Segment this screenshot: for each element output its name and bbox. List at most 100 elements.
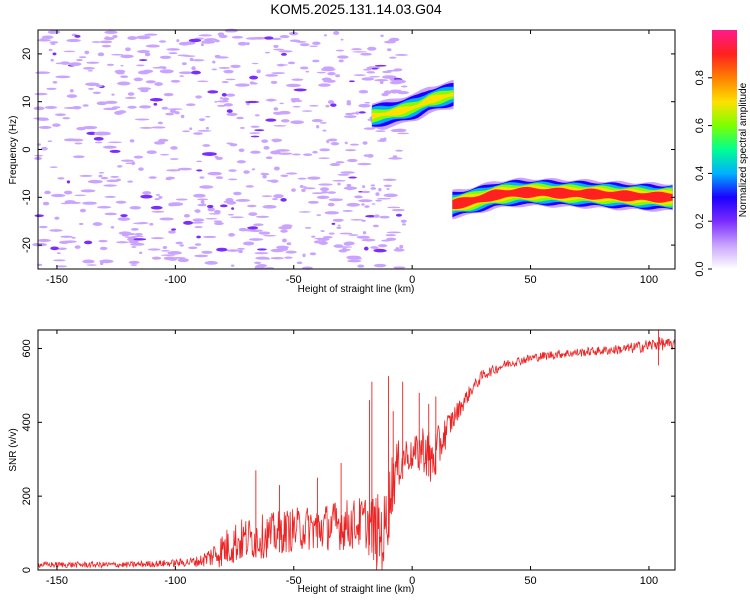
noise-blob (181, 62, 187, 66)
noise-blob (252, 36, 267, 40)
noise-blob (194, 254, 209, 258)
noise-blob (264, 36, 274, 40)
noise-blob (290, 120, 304, 125)
noise-blob (130, 242, 145, 246)
noise-blob (295, 41, 307, 43)
noise-blob (255, 215, 270, 218)
noise-blob (245, 185, 254, 188)
noise-blob (320, 230, 325, 232)
noise-blob (379, 215, 390, 219)
noise-blob (129, 139, 135, 143)
noise-blob (99, 246, 108, 251)
noise-blob (127, 180, 133, 183)
noise-blob (201, 250, 213, 254)
noise-blob (175, 198, 188, 201)
noise-blob (330, 103, 337, 107)
noise-blob (79, 222, 84, 226)
noise-blob (303, 153, 313, 156)
noise-blob (225, 197, 234, 202)
noise-blob (276, 245, 289, 250)
noise-blob (247, 226, 259, 230)
noise-blob (358, 103, 371, 108)
snr-frame (37, 329, 676, 571)
noise-blob (183, 220, 193, 225)
spectrogram-y-tick-label: -10 (21, 189, 33, 205)
noise-blob (280, 229, 288, 233)
noise-blob (120, 64, 124, 67)
noise-blob (219, 97, 223, 100)
noise-blob (250, 125, 260, 128)
noise-blob (282, 238, 287, 243)
noise-blob (395, 213, 402, 217)
noise-blob (388, 157, 403, 160)
noise-blob (395, 149, 403, 152)
noise-blob (281, 224, 293, 228)
noise-blob (127, 92, 135, 96)
noise-blob (237, 41, 248, 46)
noise-blob (291, 78, 304, 81)
noise-blob (358, 199, 373, 203)
noise-blob (136, 222, 149, 225)
noise-blob (96, 206, 112, 209)
spectrogram-x-tick-label: 0 (409, 274, 415, 286)
snr-y-ticks: 0 200 400 600 (21, 339, 675, 573)
noise-blob (357, 264, 365, 268)
noise-blob (228, 178, 238, 181)
noise-blob (225, 93, 236, 97)
noise-blob (271, 37, 282, 41)
noise-blob (262, 204, 277, 209)
noise-blob (131, 235, 144, 238)
noise-blob (64, 200, 76, 204)
noise-blob (101, 44, 112, 48)
noise-blob (273, 48, 285, 51)
noise-blob (196, 160, 203, 163)
noise-blob (66, 94, 78, 98)
noise-blob (284, 256, 293, 259)
noise-blob (82, 259, 95, 264)
noise-blob (400, 219, 407, 223)
noise-blob (159, 55, 172, 59)
noise-blob (198, 34, 213, 37)
noise-blob (70, 138, 84, 142)
noise-blob (363, 246, 369, 251)
noise-blob (217, 32, 225, 37)
noise-blob (34, 154, 44, 157)
noise-blob (128, 240, 140, 244)
noise-blob (271, 138, 283, 143)
noise-blob (254, 252, 269, 255)
noise-blob (348, 176, 357, 179)
noise-blob (312, 150, 318, 154)
noise-blob (393, 128, 407, 133)
noise-blob (316, 214, 322, 216)
noise-blob (235, 83, 250, 87)
noise-blob (205, 115, 211, 118)
noise-blob (323, 34, 327, 37)
spectrogram-x-ticks: -150 -100 -50 0 50 100 (46, 30, 658, 286)
noise-blob (263, 145, 270, 150)
noise-blob (301, 110, 313, 112)
noise-blob (169, 109, 177, 113)
noise-blob (375, 130, 386, 132)
noise-blob (204, 38, 218, 41)
noise-blob (215, 176, 224, 179)
noise-blob (309, 45, 319, 47)
noise-blob (158, 195, 163, 199)
noise-blob (178, 41, 191, 46)
noise-blob (293, 88, 307, 92)
noise-blob (273, 44, 279, 48)
noise-blob (376, 197, 392, 200)
noise-blob (273, 166, 280, 171)
noise-blob (32, 242, 47, 247)
noise-blob (387, 206, 401, 209)
noise-blob (383, 90, 392, 95)
noise-blob (261, 195, 273, 198)
noise-blob (123, 232, 136, 236)
noise-blob (115, 200, 127, 204)
noise-blob (285, 250, 297, 254)
noise-blob (146, 150, 157, 155)
noise-blob (198, 118, 206, 122)
noise-blob (82, 125, 98, 130)
noise-blob (389, 80, 402, 85)
noise-blob (235, 198, 251, 202)
noise-blob (139, 105, 152, 109)
